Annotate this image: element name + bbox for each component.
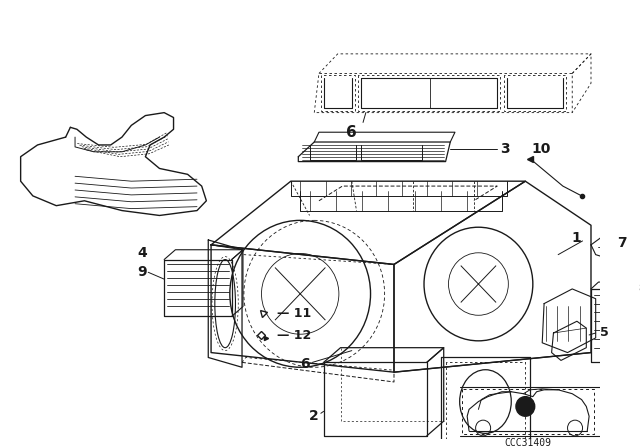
Text: 2: 2 [309, 409, 319, 423]
Text: CCC31409: CCC31409 [505, 438, 552, 448]
Text: — 12: — 12 [276, 329, 311, 342]
Text: 7: 7 [617, 236, 627, 250]
Text: 6: 6 [300, 358, 310, 371]
Text: 3: 3 [500, 142, 509, 156]
Text: 5: 5 [600, 327, 609, 340]
Text: 6: 6 [346, 125, 357, 140]
Text: 10: 10 [532, 142, 551, 156]
Text: 1: 1 [572, 231, 582, 245]
Text: — 11: — 11 [276, 307, 311, 320]
Text: 9: 9 [138, 265, 147, 279]
Text: 4: 4 [138, 246, 147, 260]
Text: 8: 8 [638, 282, 640, 295]
Circle shape [516, 396, 534, 416]
